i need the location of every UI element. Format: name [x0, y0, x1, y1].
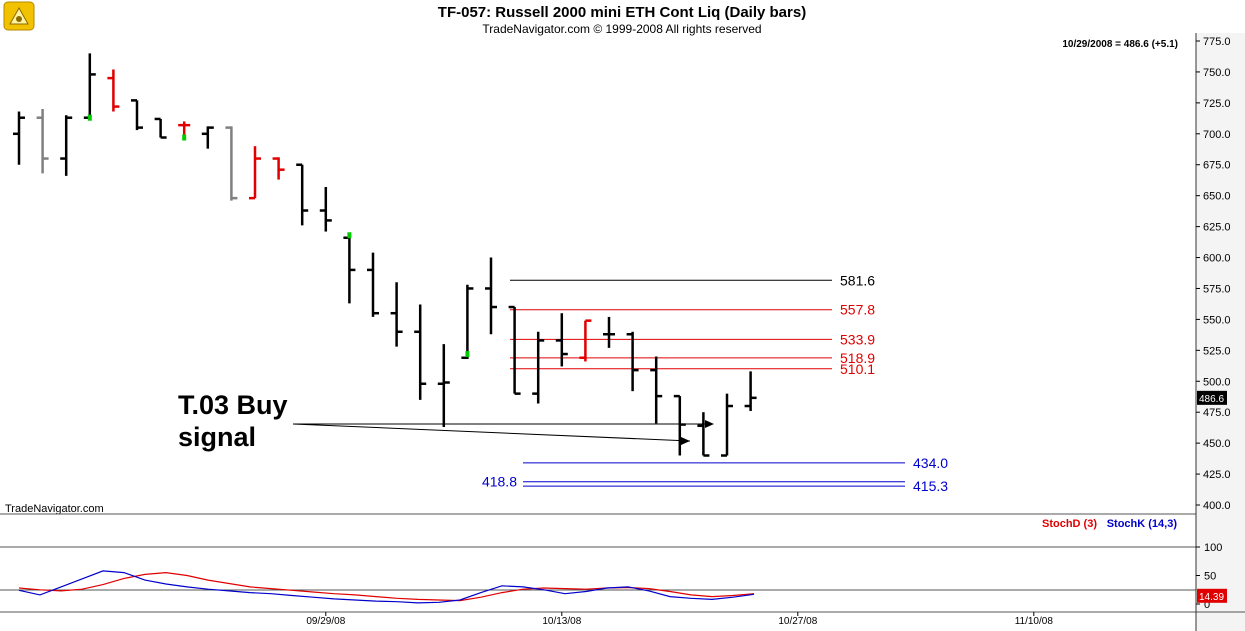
level-label: 518.9	[840, 350, 875, 366]
ohlc-bar	[319, 187, 332, 232]
ohlc-bar	[744, 371, 757, 411]
price-tick-label: 400.0	[1203, 500, 1231, 512]
signal-marker	[87, 114, 92, 121]
price-tick-label: 525.0	[1203, 345, 1231, 357]
ohlc-bar	[485, 257, 497, 335]
price-tick-label: 475.0	[1203, 407, 1231, 419]
price-tick-label: 575.0	[1203, 283, 1231, 295]
arrow-head-icon	[705, 420, 714, 428]
ohlc-bar	[697, 412, 710, 457]
date-tick-label: 10/13/08	[542, 616, 581, 627]
ohlc-bar	[414, 304, 427, 400]
level-label: 581.6	[840, 272, 875, 288]
oscillator-axis: 100 50 014.39	[1196, 542, 1227, 611]
ohlc-bar	[579, 319, 592, 362]
watermark: TradeNavigator.com	[5, 503, 104, 515]
price-readout: 10/29/2008 = 486.6 (+5.1)	[1062, 39, 1178, 50]
right-axis-panel	[1196, 33, 1245, 631]
osc-tick-label: 50	[1204, 571, 1216, 583]
ohlc-bar	[131, 99, 143, 131]
stochastic-oscillator: StochD (3) StochK (14,3)	[18, 518, 1178, 604]
trade-navigator-logo-icon	[3, 1, 35, 31]
ohlc-bar	[343, 232, 356, 304]
osc-last-label: 14.39	[1199, 592, 1224, 603]
level-label: 557.8	[840, 302, 875, 318]
ohlc-bar	[107, 69, 120, 112]
ohlc-bar	[201, 126, 214, 149]
level-label: 418.8	[482, 474, 517, 490]
legend-stochk: StochK (14,3)	[1107, 518, 1178, 530]
ohlc-bar	[36, 109, 49, 174]
ohlc-bar	[296, 163, 309, 226]
osc-tick-label: 100	[1204, 542, 1222, 554]
price-tick-label: 500.0	[1203, 376, 1231, 388]
arrow-head-icon	[681, 437, 690, 445]
date-tick-label: 11/10/08	[1015, 616, 1054, 627]
level-label: 533.9	[840, 331, 875, 347]
price-axis: 775.0 750.0 725.0 700.0 675.0 650.0 625.0 600.0…	[1196, 36, 1231, 512]
ohlc-bar	[721, 393, 733, 457]
last-price-box	[1197, 390, 1227, 405]
ohlc-bar	[437, 344, 450, 428]
ohlc-bars	[13, 53, 757, 457]
price-tick-label: 450.0	[1203, 438, 1231, 450]
ohlc-bar	[178, 121, 191, 141]
level-label: 415.3	[913, 478, 948, 494]
ohlc-bar	[367, 252, 379, 317]
ohlc-bar	[673, 394, 686, 456]
signal-marker	[347, 232, 352, 239]
ohlc-bar	[508, 305, 521, 395]
chart-copyright: TradeNavigator.com © 1999-2008 All right…	[482, 22, 761, 36]
arrow-line-lower	[292, 423, 691, 442]
price-tick-label: 700.0	[1203, 129, 1231, 141]
last-price-label: 486.6	[1199, 394, 1224, 405]
ohlc-bar	[603, 316, 615, 348]
price-tick-label: 775.0	[1203, 36, 1231, 48]
ohlc-bar	[60, 115, 73, 176]
level-label: 434.0	[913, 455, 948, 471]
stochk-line	[18, 570, 755, 604]
ohlc-bar	[154, 117, 167, 139]
osc-last-box	[1197, 588, 1227, 603]
legend-stochd: StochD (3)	[1042, 518, 1097, 530]
level-label: 510.1	[840, 361, 875, 377]
buy-signal-annotation: T.03 Buy signal	[178, 390, 714, 452]
price-tick-label: 650.0	[1203, 191, 1231, 203]
price-tick-label: 625.0	[1203, 222, 1231, 234]
ohlc-bar	[650, 356, 663, 424]
ohlc-bar	[626, 331, 639, 392]
signal-marker	[182, 134, 187, 141]
ohlc-bar	[555, 313, 568, 367]
ohlc-bar	[461, 284, 474, 360]
date-tick-label: 09/29/08	[306, 616, 345, 627]
ohlc-bar	[13, 111, 25, 165]
ohlc-bar	[249, 146, 261, 200]
date-tick-label: 10/27/08	[778, 616, 817, 627]
price-tick-label: 425.0	[1203, 469, 1231, 481]
annotation-line-2: signal	[178, 422, 256, 452]
ohlc-bar	[532, 331, 545, 404]
price-tick-label: 750.0	[1203, 67, 1231, 79]
annotation-line-1: T.03 Buy	[178, 390, 288, 420]
date-axis: 09/29/08 10/13/08 10/27/08 11/10/08	[306, 612, 1053, 627]
ohlc-bar	[83, 53, 96, 121]
price-tick-label: 550.0	[1203, 314, 1231, 326]
price-tick-label: 675.0	[1203, 160, 1231, 172]
osc-tick-label: 0	[1204, 599, 1210, 611]
chart-title: TF-057: Russell 2000 mini ETH Cont Liq (…	[438, 4, 806, 21]
ohlc-bar	[390, 282, 403, 347]
price-tick-label: 725.0	[1203, 98, 1231, 110]
ohlc-bar	[225, 126, 238, 201]
price-tick-label: 600.0	[1203, 253, 1231, 265]
signal-marker	[465, 351, 470, 358]
ohlc-bar	[272, 157, 285, 180]
